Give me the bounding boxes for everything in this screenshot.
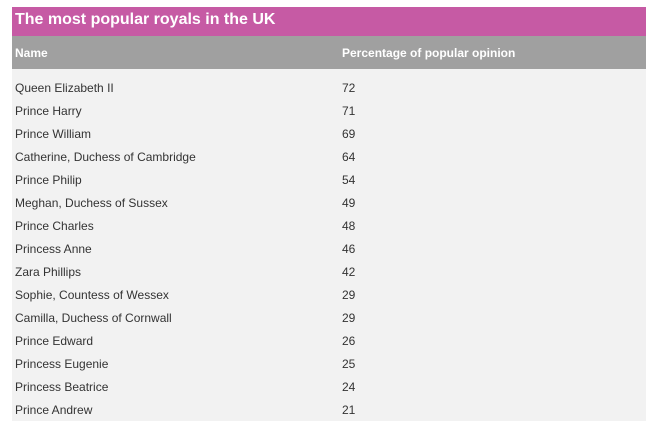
table-row: Prince Edward 26	[12, 331, 646, 354]
table-row: Princess Eugenie 25	[12, 354, 646, 377]
percentage-cell: 26	[342, 334, 356, 348]
table-row: Meghan, Duchess of Sussex 49	[12, 193, 646, 216]
table-body: Queen Elizabeth II 72 Prince Harry 71 Pr…	[12, 69, 646, 423]
royal-name-cell: Meghan, Duchess of Sussex	[15, 196, 168, 210]
royal-name-cell: Princess Eugenie	[15, 357, 109, 371]
table-row: Zara Phillips 42	[12, 262, 646, 285]
royal-name-cell: Catherine, Duchess of Cambridge	[15, 150, 196, 164]
royals-table: The most popular royals in the UK Name P…	[12, 7, 646, 421]
column-header-name: Name	[15, 46, 48, 60]
table-title: The most popular royals in the UK	[12, 7, 646, 36]
table-row: Sophie, Countess of Wessex 29	[12, 285, 646, 308]
table-header: Name Percentage of popular opinion	[12, 36, 646, 69]
table-row: Queen Elizabeth II 72	[12, 78, 646, 101]
percentage-cell: 48	[342, 219, 356, 233]
royal-name-cell: Prince Charles	[15, 219, 94, 233]
table-row: Princess Beatrice 24	[12, 377, 646, 400]
percentage-cell: 42	[342, 265, 356, 279]
percentage-cell: 64	[342, 150, 356, 164]
table-row: Prince William 69	[12, 124, 646, 147]
table-row: Prince Philip 54	[12, 170, 646, 193]
percentage-cell: 46	[342, 242, 356, 256]
royal-name-cell: Prince Edward	[15, 334, 94, 348]
royal-name-cell: Zara Phillips	[15, 265, 82, 279]
table-row: Catherine, Duchess of Cambridge 64	[12, 147, 646, 170]
percentage-cell: 72	[342, 81, 356, 95]
table-row: Prince Andrew 21	[12, 400, 646, 423]
royal-name-cell: Queen Elizabeth II	[15, 81, 114, 95]
royal-name-cell: Camilla, Duchess of Cornwall	[15, 311, 172, 325]
percentage-cell: 71	[342, 104, 356, 118]
table-row: Prince Harry 71	[12, 101, 646, 124]
column-header-percentage: Percentage of popular opinion	[342, 46, 516, 60]
percentage-cell: 29	[342, 288, 356, 302]
royal-name-cell: Princess Beatrice	[15, 380, 109, 394]
percentage-cell: 49	[342, 196, 356, 210]
percentage-cell: 25	[342, 357, 356, 371]
royal-name-cell: Prince Andrew	[15, 403, 93, 417]
table-row: Prince Charles 48	[12, 216, 646, 239]
table-row: Camilla, Duchess of Cornwall 29	[12, 308, 646, 331]
royal-name-cell: Prince Harry	[15, 104, 82, 118]
royal-name-cell: Princess Anne	[15, 242, 92, 256]
percentage-cell: 69	[342, 127, 356, 141]
royal-name-cell: Prince Philip	[15, 173, 82, 187]
table-row: Princess Anne 46	[12, 239, 646, 262]
percentage-cell: 54	[342, 173, 356, 187]
royal-name-cell: Sophie, Countess of Wessex	[15, 288, 169, 302]
royal-name-cell: Prince William	[15, 127, 92, 141]
percentage-cell: 24	[342, 380, 356, 394]
percentage-cell: 21	[342, 403, 356, 417]
percentage-cell: 29	[342, 311, 356, 325]
